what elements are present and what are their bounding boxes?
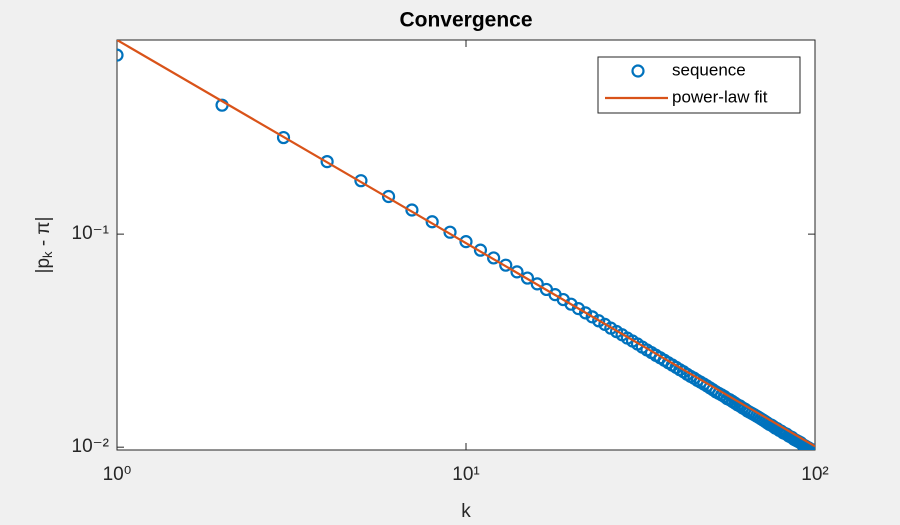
- marker: [585, 310, 599, 324]
- y-label-sub: k: [40, 251, 55, 258]
- legend-label: sequence: [672, 60, 746, 79]
- marker: [520, 271, 535, 285]
- plot-layer: [117, 40, 815, 450]
- y-label-part: - π|: [33, 217, 54, 252]
- marker: [320, 154, 334, 169]
- legend-label: power-law fit: [672, 87, 768, 106]
- marker: [499, 258, 513, 272]
- chart-title: Convergence: [399, 9, 532, 32]
- marker: [578, 306, 593, 320]
- marker: [443, 225, 457, 239]
- marker: [117, 48, 124, 62]
- y-tick-label: 10⁻¹: [72, 223, 110, 244]
- marker: [405, 203, 419, 217]
- x-axis-label: k: [461, 501, 471, 522]
- y-tick-label: 10⁻²: [72, 436, 110, 457]
- x-tick-label: 10⁰: [103, 464, 132, 485]
- marker: [473, 243, 488, 257]
- axes-box: [116, 39, 816, 451]
- legend-marker: [631, 64, 645, 78]
- marker: [354, 174, 368, 188]
- legend-box: [597, 56, 801, 114]
- fit-line: [117, 40, 815, 448]
- marker: [510, 265, 524, 279]
- marker: [459, 235, 473, 249]
- y-label-part: |p: [33, 258, 54, 274]
- marker: [276, 130, 291, 145]
- x-tick-label: 10²: [801, 464, 828, 485]
- marker: [425, 215, 439, 229]
- y-axis-label: |pk - π|: [33, 217, 55, 274]
- x-tick-label: 10¹: [452, 464, 479, 485]
- marker: [487, 251, 501, 265]
- marker: [381, 189, 396, 204]
- marker: [530, 277, 544, 291]
